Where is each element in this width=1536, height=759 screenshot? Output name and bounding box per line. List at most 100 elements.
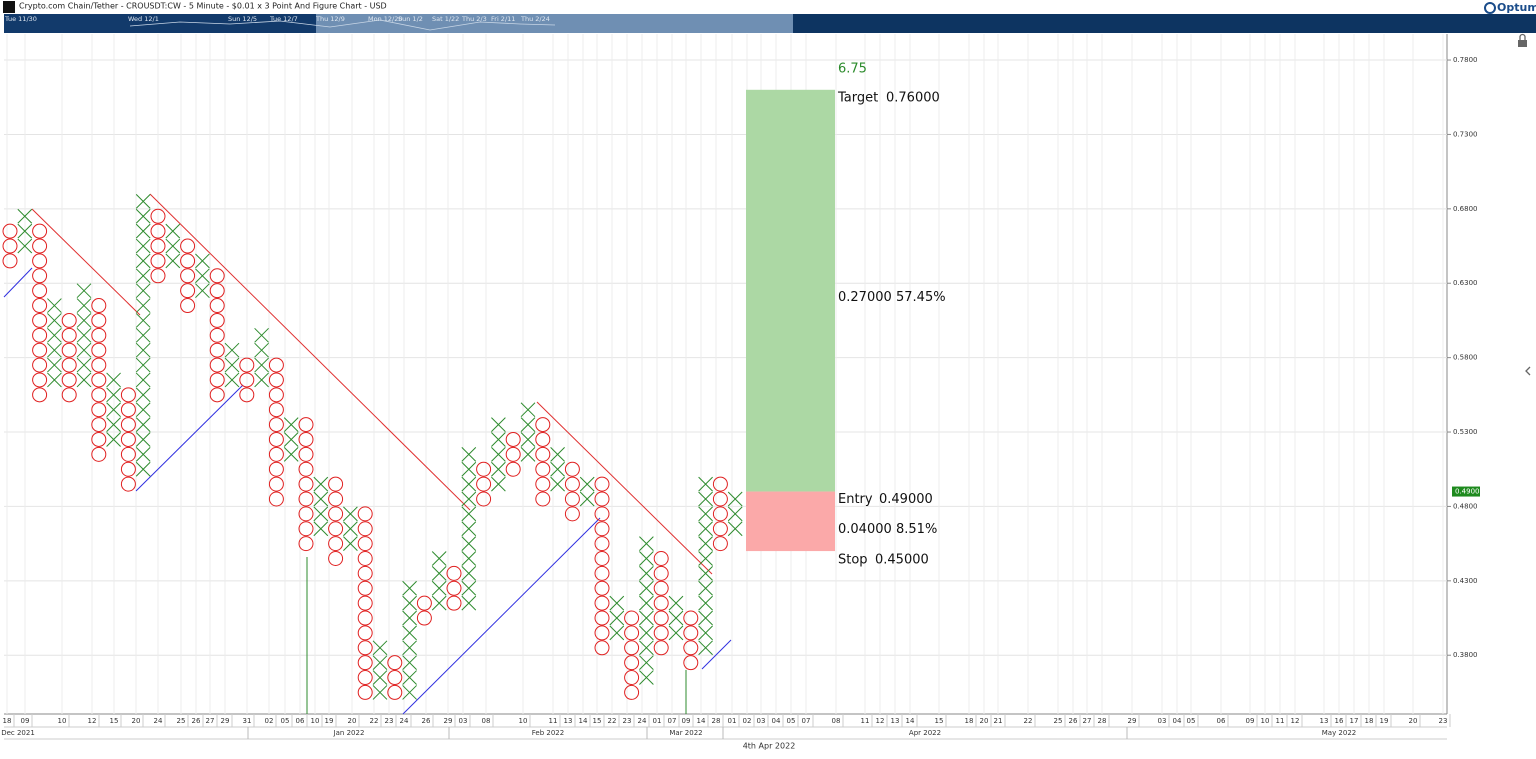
x-tick-label: 24: [638, 717, 647, 725]
x-box: [372, 640, 388, 656]
x-tick-label: 05: [1187, 717, 1196, 725]
x-box: [47, 313, 62, 328]
x-box: [313, 521, 329, 537]
lock-icon-shackle: [1519, 33, 1526, 40]
x-tick-label: 06: [296, 717, 305, 725]
o-column: [91, 298, 107, 462]
o-box: [653, 625, 669, 641]
x-tick-label: 25: [177, 717, 186, 725]
o-box: [32, 268, 48, 284]
o-box: [594, 595, 610, 611]
o-box: [594, 610, 610, 626]
o-column: [61, 312, 77, 403]
o-box: [150, 223, 166, 239]
trade-box: 6.75 Target 0.76000 0.27000 57.45% Entry 0.490…: [746, 61, 946, 568]
x-box: [461, 461, 477, 477]
x-box: [579, 491, 595, 507]
month-label: Jan 2022: [333, 729, 365, 737]
o-box: [535, 431, 551, 447]
o-box: [32, 283, 48, 299]
x-box: [135, 432, 151, 447]
navigator-window[interactable]: [316, 14, 793, 33]
x-tick-label: 10: [1261, 717, 1270, 725]
x-tick-label: 08: [832, 717, 841, 725]
x-box: [520, 447, 536, 462]
x-box: [135, 283, 151, 299]
x-box: [76, 313, 92, 328]
columns: [2, 194, 743, 700]
o-box: [298, 521, 314, 537]
o-box: [61, 327, 77, 343]
x-tick-label: 03: [1158, 717, 1167, 725]
o-box: [357, 625, 373, 641]
o-box: [535, 461, 551, 477]
x-box: [461, 506, 477, 522]
x-tick-label: 22: [370, 717, 379, 725]
collapse-arrow[interactable]: [1525, 366, 1531, 376]
x-tick-label: 25: [1054, 717, 1063, 725]
x-box: [698, 536, 713, 551]
x-box: [698, 521, 713, 537]
o-box: [209, 312, 225, 328]
y-tick-label: 0.6800: [1453, 205, 1478, 213]
o-box: [357, 580, 373, 596]
o-box: [298, 446, 314, 462]
x-tick-label: 19: [325, 717, 334, 725]
o-box: [624, 655, 640, 671]
x-tick-label: 06: [1217, 717, 1226, 725]
o-box: [446, 580, 462, 596]
x-column: [372, 640, 388, 700]
o-box: [594, 625, 610, 641]
o-box: [91, 446, 107, 462]
x-box: [639, 595, 654, 611]
navigator-label: Thu 2/3: [461, 15, 487, 23]
x-box: [76, 342, 92, 358]
x-tick-label: 04: [1173, 717, 1182, 725]
o-box: [91, 402, 107, 418]
x-tick-label: 11: [861, 717, 870, 725]
lock-icon[interactable]: [1518, 40, 1527, 47]
x-box: [491, 432, 506, 447]
o-box: [594, 491, 610, 507]
x-box: [343, 521, 358, 537]
o-box: [712, 536, 728, 552]
navigator-label: Thu 2/24: [520, 15, 550, 23]
o-box: [91, 357, 107, 373]
y-tick-label: 0.5800: [1453, 354, 1478, 362]
o-box: [32, 238, 48, 254]
chart-title: Crypto.com Chain/Tether - CROUSDT:CW - 5…: [19, 2, 387, 11]
x-box: [402, 580, 417, 596]
navigator-label: Thu 12/9: [315, 15, 345, 23]
risk-zone: [746, 491, 835, 552]
x-tick-label: 31: [243, 717, 252, 725]
x-box: [135, 357, 151, 373]
o-box: [683, 625, 699, 641]
target-label: Target: [837, 90, 878, 105]
o-column: [328, 476, 344, 567]
o-column: [209, 268, 225, 403]
risk-pct: 8.51%: [896, 522, 937, 537]
o-box: [239, 372, 255, 388]
o-box: [268, 476, 284, 492]
o-box: [387, 655, 403, 671]
x-tick-label: 13: [1320, 717, 1329, 725]
o-box: [653, 580, 669, 596]
x-box: [343, 506, 358, 522]
x-box: [17, 223, 33, 239]
o-box: [180, 253, 196, 269]
x-box: [402, 685, 417, 700]
o-box: [268, 491, 284, 507]
x-tick-label: 20: [980, 717, 989, 725]
o-column: [624, 610, 640, 700]
x-box: [224, 357, 240, 373]
x-tick-label: 04: [772, 717, 781, 725]
entry-price: 0.49000: [879, 492, 933, 507]
o-box: [357, 655, 373, 671]
o-box: [535, 417, 551, 433]
x-tick-label: 23: [623, 717, 632, 725]
x-box: [520, 402, 536, 418]
x-box: [135, 387, 151, 403]
x-box: [639, 625, 654, 641]
o-box: [298, 417, 314, 433]
x-tick-label: 28: [1098, 717, 1107, 725]
